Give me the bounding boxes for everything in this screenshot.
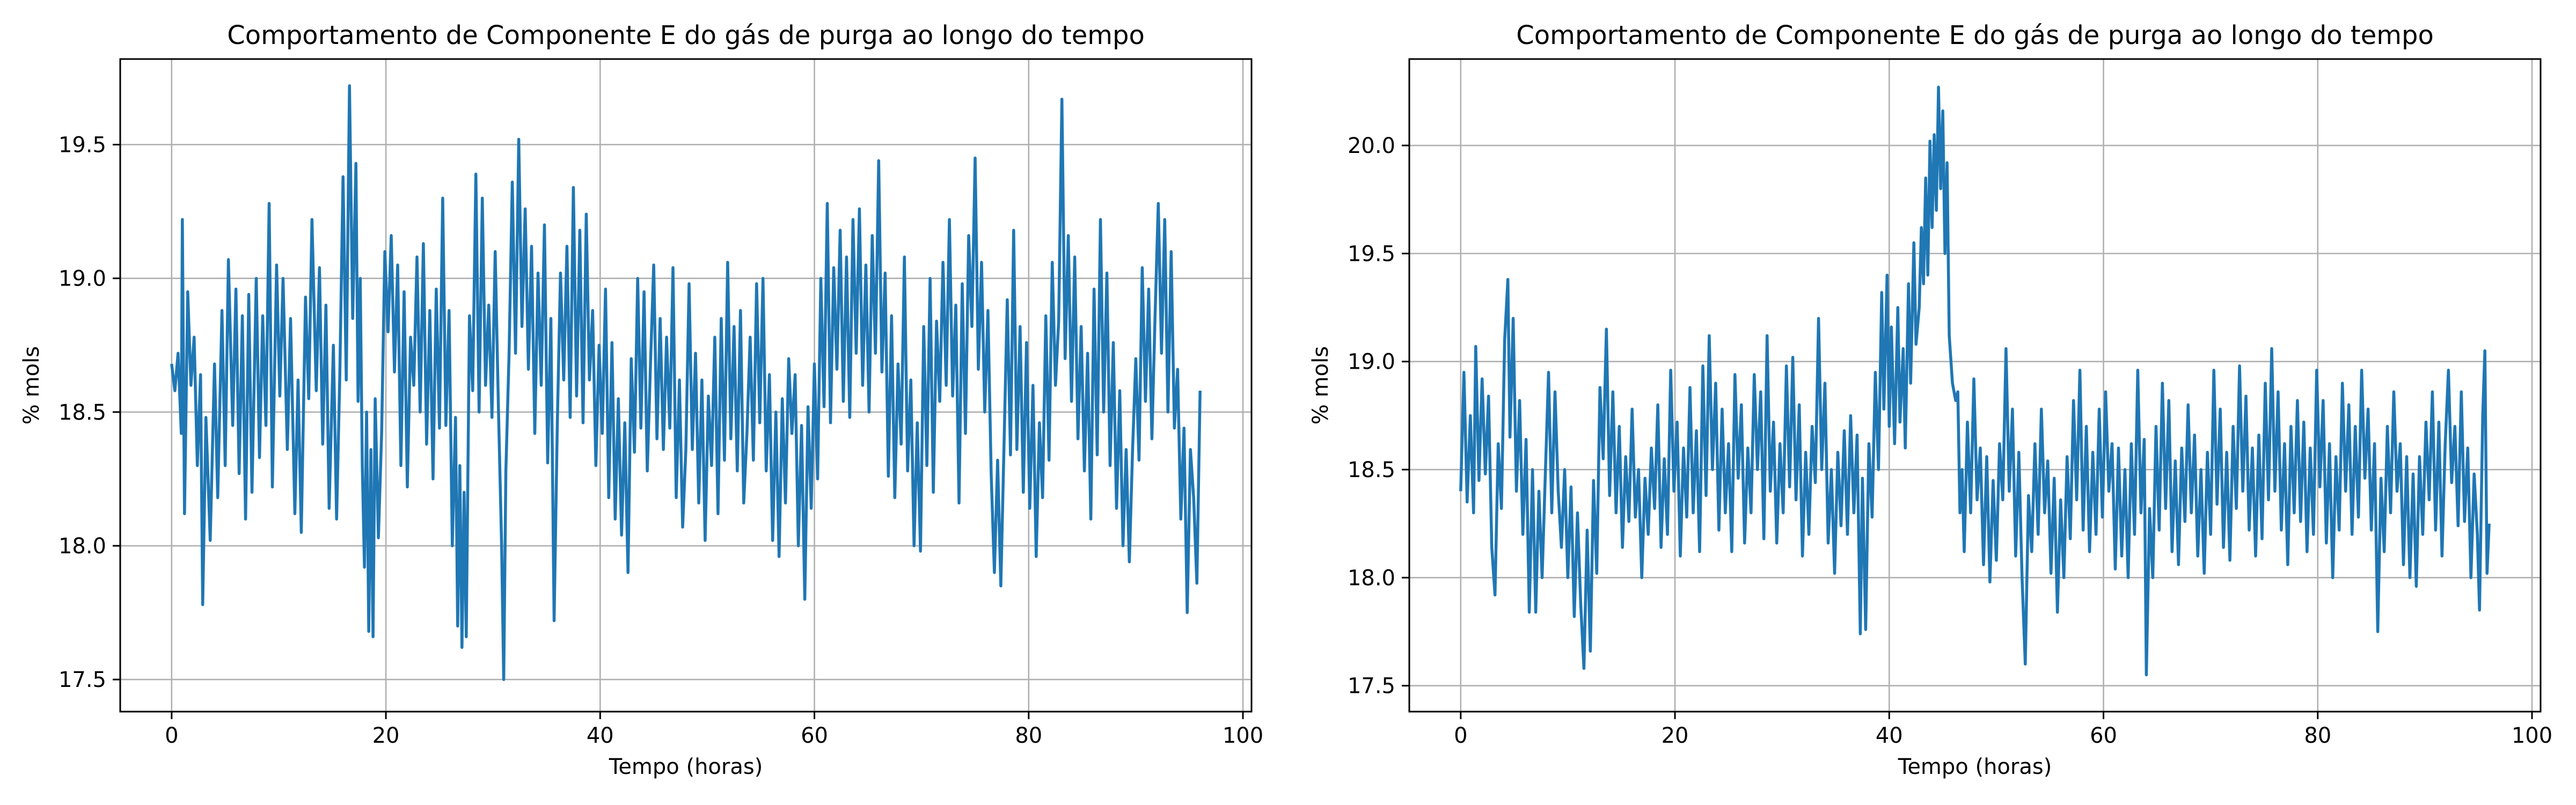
x-tick-label: 40 (1876, 723, 1903, 748)
x-axis-label: Tempo (horas) (609, 755, 763, 779)
x-tick-label: 20 (1662, 723, 1689, 748)
series-line (170, 84, 1202, 681)
y-tick-label: 19.0 (1348, 350, 1395, 375)
plot-frame (1408, 58, 2542, 713)
series-line (1459, 85, 2491, 677)
y-tick-label: 18.5 (58, 400, 106, 425)
x-tick-label: 100 (1223, 723, 1263, 748)
x-tick-label: 60 (801, 723, 828, 748)
y-tick-label: 17.5 (58, 668, 106, 692)
x-tick-label: 40 (587, 723, 614, 748)
y-tick-label: 19.5 (58, 133, 106, 157)
x-axis-label: Tempo (horas) (1898, 755, 2052, 779)
x-tick-label: 100 (2512, 723, 2552, 748)
y-tick-label: 19.0 (58, 267, 106, 291)
y-tick-label: 18.0 (58, 534, 106, 559)
y-tick-label: 20.0 (1348, 134, 1395, 158)
plot-frame (119, 58, 1253, 713)
y-axis-label: % mols (1308, 346, 1333, 425)
x-tick-label: 80 (1015, 723, 1042, 748)
chart-title: Comportamento de Componente E do gás de … (1516, 20, 2434, 50)
x-tick-label: 80 (2304, 723, 2331, 748)
x-tick-label: 60 (2090, 723, 2117, 748)
chart-right: Comportamento de Componente E do gás de … (1308, 20, 2552, 779)
x-tick-label: 0 (165, 723, 178, 748)
y-tick-label: 17.5 (1348, 674, 1395, 699)
x-tick-label: 0 (1454, 723, 1467, 748)
y-tick-label: 18.0 (1348, 566, 1395, 590)
y-tick-label: 18.5 (1348, 458, 1395, 482)
y-axis-label: % mols (19, 346, 44, 425)
y-tick-label: 19.5 (1348, 241, 1395, 266)
chart-title: Comportamento de Componente E do gás de … (227, 20, 1145, 50)
x-tick-label: 20 (372, 723, 400, 748)
chart-left: Comportamento de Componente E do gás de … (19, 20, 1263, 779)
